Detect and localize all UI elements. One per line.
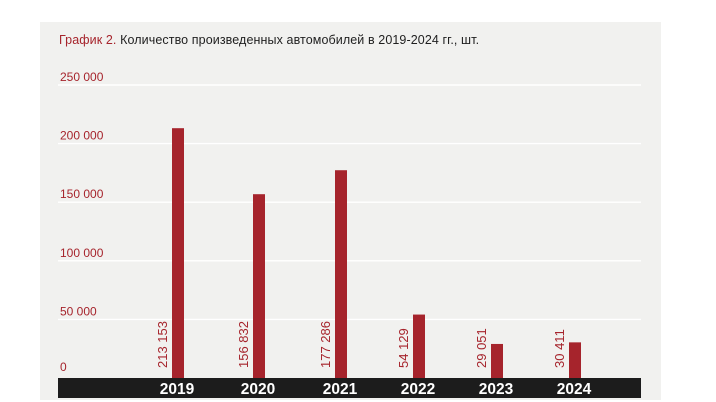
value-label: 156 832	[236, 321, 251, 368]
x-tick-label: 2021	[323, 381, 358, 398]
bar	[491, 343, 503, 378]
x-tick-label: 2023	[479, 381, 514, 398]
chart-title: График 2. Количество произведенных автом…	[59, 33, 479, 47]
y-axis-ticks: 0 50 000 100 000 150 000 200 000 250 000	[60, 70, 104, 374]
bar	[413, 314, 425, 378]
x-tick-label: 2019	[160, 381, 195, 398]
x-axis-ticks: 2019 2020 2021 2022 2023 2024	[160, 381, 592, 398]
bar	[253, 194, 265, 378]
value-label: 177 286	[318, 321, 333, 368]
value-label: 30 411	[552, 329, 567, 368]
x-tick-label: 2020	[241, 381, 275, 398]
y-tick-label: 100 000	[60, 246, 104, 260]
y-tick-label: 150 000	[60, 187, 104, 201]
x-axis-band	[58, 378, 641, 398]
bar	[172, 128, 184, 378]
x-tick-label: 2022	[401, 381, 435, 398]
y-tick-label: 0	[60, 360, 67, 374]
chart-title-prefix: График 2.	[59, 33, 117, 47]
value-label: 54 129	[396, 328, 411, 368]
y-tick-label: 50 000	[60, 304, 97, 318]
value-label: 213 153	[155, 321, 170, 368]
bars	[172, 128, 581, 378]
bar	[335, 170, 347, 378]
x-tick-label: 2024	[557, 381, 592, 398]
y-tick-label: 200 000	[60, 129, 104, 143]
chart-title-text: Количество произведенных автомобилей в 2…	[120, 33, 480, 47]
y-tick-label: 250 000	[60, 70, 104, 84]
value-label: 29 051	[474, 328, 489, 368]
value-labels: 213 153 156 832 177 286 54 129 29 051 30 411	[155, 321, 567, 368]
bar	[569, 342, 581, 378]
gridlines	[58, 84, 641, 321]
